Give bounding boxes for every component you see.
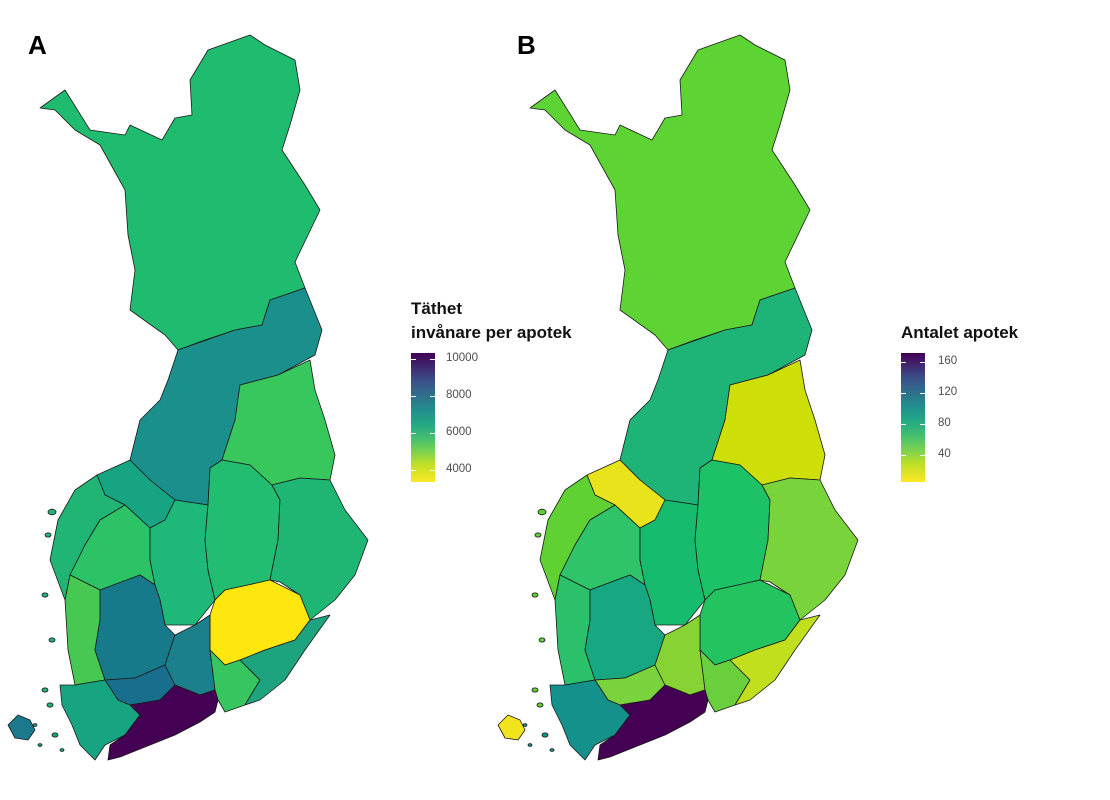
island-7: [51, 732, 59, 738]
island-9: [59, 748, 65, 752]
legend-title-a-line2: invånare per apotek: [411, 323, 572, 342]
island-2: [531, 592, 539, 598]
island-8: [522, 723, 528, 727]
island-1: [534, 532, 542, 538]
legend-a-tick-1: 8000: [446, 389, 472, 401]
tickmark-b-2: [901, 424, 906, 425]
colorbar-a: [411, 353, 435, 482]
island-0: [47, 508, 57, 516]
tickmark-b-1: [901, 393, 906, 394]
tickmark-a-3r: [430, 470, 435, 471]
tickmark-b-0r: [920, 362, 925, 363]
region-north-karelia: [269, 477, 369, 621]
panel-label-b: B: [517, 30, 536, 60]
island-2: [41, 592, 49, 598]
legend-title-b-line1: Antalet apotek: [901, 323, 1019, 342]
region-uusimaa: [107, 684, 219, 761]
region-aland: [497, 714, 526, 741]
legend-b-tick-3: 40: [938, 448, 951, 460]
region-aland: [7, 714, 36, 741]
map-panel-b: [497, 34, 859, 761]
region-south-karelia: [729, 614, 821, 706]
tickmark-b-1r: [920, 393, 925, 394]
island-3: [538, 637, 546, 643]
island-0: [537, 508, 547, 516]
panel-label-a: A: [28, 30, 47, 60]
legend-a-tick-3: 4000: [446, 463, 472, 475]
island-9: [549, 748, 555, 752]
legend-title-a: Täthet invånare per apotek: [411, 297, 572, 345]
island-4: [531, 687, 539, 693]
region-uusimaa: [597, 684, 709, 761]
regions-group: [7, 34, 369, 761]
regions-group: [497, 34, 859, 761]
tickmark-a-0r: [430, 359, 435, 360]
tickmark-a-3: [411, 470, 416, 471]
region-lapland: [39, 34, 321, 351]
island-5: [536, 702, 544, 708]
legend-title-b: Antalet apotek: [901, 321, 1018, 345]
tickmark-b-0: [901, 362, 906, 363]
region-lapland: [529, 34, 811, 351]
legend-b-tick-1: 120: [938, 386, 958, 398]
island-3: [48, 637, 56, 643]
tickmark-b-2r: [920, 424, 925, 425]
tickmark-b-3r: [920, 455, 925, 456]
legend-b-tick-2: 80: [938, 417, 951, 429]
region-north-karelia: [759, 477, 859, 621]
island-5: [46, 702, 54, 708]
tickmark-a-1: [411, 396, 416, 397]
legend-title-a-line1: Täthet: [411, 299, 462, 318]
map-panel-a: [7, 34, 369, 761]
island-6: [37, 743, 43, 747]
colorbar-b: [901, 353, 925, 482]
island-7: [541, 732, 549, 738]
legend-b-tick-0: 160: [938, 355, 958, 367]
island-6: [527, 743, 533, 747]
island-4: [41, 687, 49, 693]
legend-a-tick-2: 6000: [446, 426, 472, 438]
island-1: [44, 532, 52, 538]
island-8: [32, 723, 38, 727]
legend-a-tick-0: 10000: [446, 352, 478, 364]
tickmark-a-2: [411, 433, 416, 434]
region-south-karelia: [239, 614, 331, 706]
tickmark-a-1r: [430, 396, 435, 397]
tickmark-a-0: [411, 359, 416, 360]
tickmark-b-3: [901, 455, 906, 456]
tickmark-a-2r: [430, 433, 435, 434]
